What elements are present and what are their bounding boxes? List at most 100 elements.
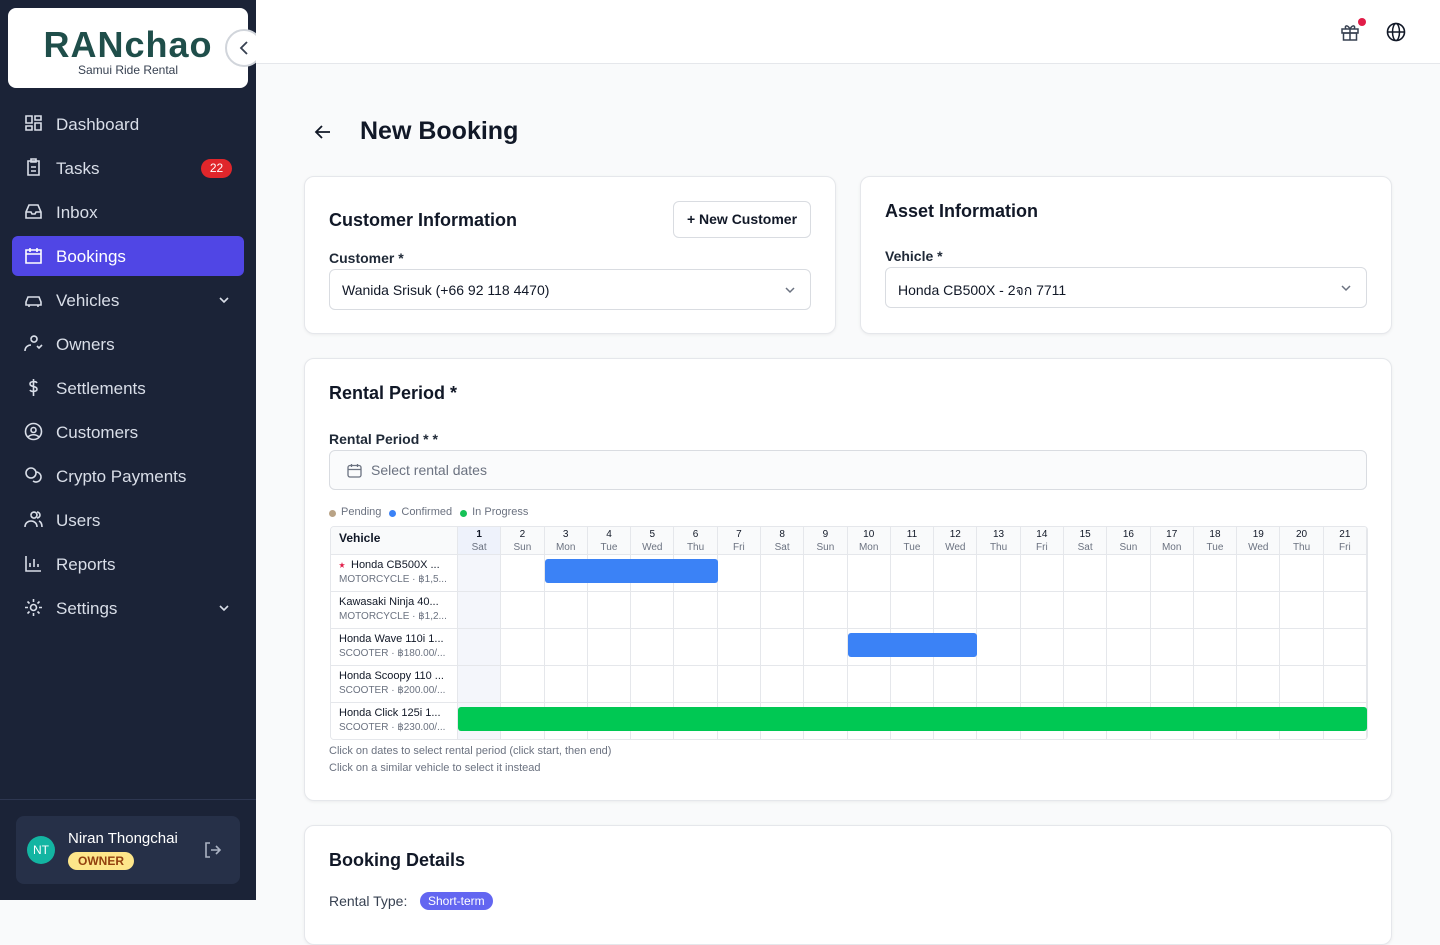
day-cell[interactable] xyxy=(587,629,632,666)
day-cell[interactable] xyxy=(1107,555,1151,592)
day-cell[interactable] xyxy=(717,629,761,666)
nav-item[interactable]: Owners xyxy=(12,324,244,364)
day-cell[interactable] xyxy=(458,666,502,703)
day-cell[interactable] xyxy=(1107,666,1151,703)
vehicle-cell[interactable]: Honda Wave 110i 1... SCOOTER · ฿180.00/..… xyxy=(331,629,458,666)
day-header[interactable]: 2 Sun xyxy=(501,527,545,555)
day-header[interactable]: 17 Mon xyxy=(1150,527,1194,555)
day-cell[interactable] xyxy=(934,555,978,592)
day-cell[interactable] xyxy=(847,555,891,592)
day-header[interactable]: 5 Wed xyxy=(631,527,675,555)
customer-select[interactable]: Wanida Srisuk (+66 92 118 4470) xyxy=(329,269,811,310)
day-cell[interactable] xyxy=(631,592,675,629)
day-cell[interactable] xyxy=(587,666,632,703)
gift-icon[interactable] xyxy=(1340,22,1360,42)
day-cell[interactable] xyxy=(1020,666,1064,703)
vehicle-cell[interactable]: Honda CB500X ... MOTORCYCLE · ฿1,5... xyxy=(331,555,458,592)
day-cell[interactable] xyxy=(1280,592,1324,629)
day-header[interactable]: 21 Fri xyxy=(1323,527,1367,555)
day-cell[interactable] xyxy=(847,666,891,703)
day-cell[interactable] xyxy=(1280,555,1324,592)
day-cell[interactable] xyxy=(1064,555,1108,592)
day-cell[interactable] xyxy=(544,592,588,629)
day-header[interactable]: 10 Mon xyxy=(847,527,891,555)
day-cell[interactable] xyxy=(804,629,848,666)
day-cell[interactable] xyxy=(717,666,761,703)
day-cell[interactable] xyxy=(674,592,718,629)
day-cell[interactable] xyxy=(934,592,978,629)
day-header[interactable]: 13 Thu xyxy=(977,527,1021,555)
nav-item[interactable]: Bookings xyxy=(12,236,244,276)
day-header[interactable]: 14 Fri xyxy=(1020,527,1064,555)
day-cell[interactable] xyxy=(1193,555,1238,592)
day-cell[interactable] xyxy=(674,666,718,703)
day-cell[interactable] xyxy=(458,592,502,629)
logout-icon[interactable] xyxy=(202,840,222,860)
nav-item[interactable]: Reports xyxy=(12,544,244,584)
day-cell[interactable] xyxy=(1150,629,1194,666)
day-header[interactable]: 20 Thu xyxy=(1280,527,1324,555)
nav-item[interactable]: Tasks 22 xyxy=(12,148,244,188)
day-header[interactable]: 9 Sun xyxy=(804,527,848,555)
nav-item[interactable]: Settlements xyxy=(12,368,244,408)
day-header[interactable]: 1 Sat xyxy=(458,527,502,555)
nav-item[interactable]: Inbox xyxy=(12,192,244,232)
day-cell[interactable] xyxy=(761,629,805,666)
day-cell[interactable] xyxy=(977,666,1021,703)
day-cell[interactable] xyxy=(761,555,805,592)
day-header[interactable]: 18 Tue xyxy=(1193,527,1238,555)
day-cell[interactable] xyxy=(1107,592,1151,629)
nav-item[interactable]: Customers xyxy=(12,412,244,452)
day-cell[interactable] xyxy=(631,666,675,703)
day-cell[interactable] xyxy=(1323,592,1367,629)
day-cell[interactable] xyxy=(1237,666,1281,703)
day-cell[interactable] xyxy=(890,555,935,592)
nav-item[interactable]: Settings xyxy=(12,588,244,628)
day-cell[interactable] xyxy=(1064,592,1108,629)
day-cell[interactable] xyxy=(631,629,675,666)
day-cell[interactable] xyxy=(761,666,805,703)
vehicle-cell[interactable]: Honda Scoopy 110 ... SCOOTER · ฿200.00/..… xyxy=(331,666,458,703)
day-cell[interactable] xyxy=(1237,555,1281,592)
day-cell[interactable] xyxy=(1193,592,1238,629)
day-header[interactable]: 11 Tue xyxy=(890,527,935,555)
day-cell[interactable] xyxy=(934,666,978,703)
day-header[interactable]: 3 Mon xyxy=(544,527,588,555)
day-cell[interactable] xyxy=(804,555,848,592)
day-cell[interactable] xyxy=(1237,629,1281,666)
day-header[interactable]: 15 Sat xyxy=(1064,527,1108,555)
day-cell[interactable] xyxy=(804,666,848,703)
day-cell[interactable] xyxy=(1280,629,1324,666)
day-cell[interactable] xyxy=(977,629,1021,666)
day-cell[interactable] xyxy=(717,555,761,592)
day-header[interactable]: 7 Fri xyxy=(717,527,761,555)
back-arrow[interactable] xyxy=(314,123,332,141)
vehicle-cell[interactable]: Kawasaki Ninja 40... MOTORCYCLE · ฿1,2... xyxy=(331,592,458,629)
vehicle-cell[interactable]: Honda Click 125i 1... SCOOTER · ฿230.00/.… xyxy=(331,703,458,739)
day-header[interactable]: 12 Wed xyxy=(934,527,978,555)
day-cell[interactable] xyxy=(847,592,891,629)
day-cell[interactable] xyxy=(1150,555,1194,592)
nav-item[interactable]: Dashboard xyxy=(12,104,244,144)
day-cell[interactable] xyxy=(890,592,935,629)
day-cell[interactable] xyxy=(501,629,545,666)
day-cell[interactable] xyxy=(1020,555,1064,592)
day-header[interactable]: 19 Wed xyxy=(1237,527,1281,555)
day-cell[interactable] xyxy=(1193,666,1238,703)
day-cell[interactable] xyxy=(587,592,632,629)
day-header[interactable]: 4 Tue xyxy=(587,527,632,555)
day-cell[interactable] xyxy=(674,629,718,666)
day-cell[interactable] xyxy=(1323,555,1367,592)
day-cell[interactable] xyxy=(804,592,848,629)
day-cell[interactable] xyxy=(501,592,545,629)
day-cell[interactable] xyxy=(544,666,588,703)
day-header[interactable]: 16 Sun xyxy=(1107,527,1151,555)
globe-icon[interactable] xyxy=(1386,22,1406,42)
day-cell[interactable] xyxy=(761,592,805,629)
day-cell[interactable] xyxy=(1193,629,1238,666)
day-cell[interactable] xyxy=(1280,666,1324,703)
day-cell[interactable] xyxy=(890,666,935,703)
day-cell[interactable] xyxy=(1020,629,1064,666)
day-cell[interactable] xyxy=(1323,629,1367,666)
day-cell[interactable] xyxy=(1323,666,1367,703)
